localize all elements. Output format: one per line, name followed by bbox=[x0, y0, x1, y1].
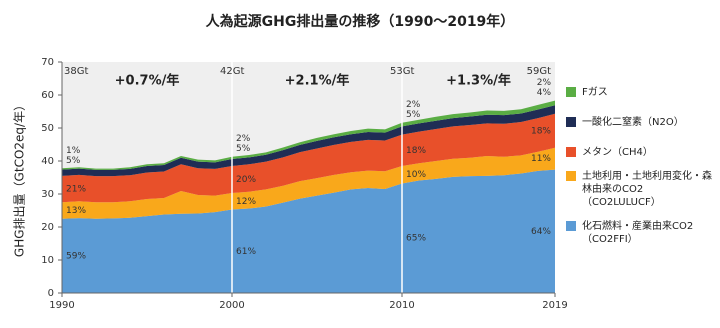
share-label: 2% bbox=[537, 78, 552, 88]
share-label: 18% bbox=[531, 126, 551, 136]
total-label: 42Gt bbox=[220, 66, 244, 77]
x-tick-label: 2010 bbox=[389, 300, 414, 311]
share-label: 1% bbox=[66, 146, 81, 156]
share-label: 12% bbox=[236, 197, 256, 207]
y-tick-label: 0 bbox=[48, 288, 54, 299]
chart-title: 人為起源GHG排出量の推移（1990〜2019年） bbox=[206, 13, 515, 30]
share-label: 21% bbox=[66, 185, 86, 195]
area bbox=[62, 147, 555, 219]
legend-label: Fガス bbox=[582, 87, 608, 98]
legend-label: 一酸化二窒素（N2O） bbox=[582, 117, 684, 128]
share-label: 2% bbox=[236, 134, 251, 144]
x-tick-label: 2019 bbox=[542, 300, 567, 311]
y-tick-label: 40 bbox=[41, 156, 54, 167]
share-label: 10% bbox=[406, 170, 426, 180]
area bbox=[62, 169, 555, 293]
share-label: 11% bbox=[531, 154, 551, 164]
legend-item: 化石燃料・産業由来CO2（CO2FFI） bbox=[566, 220, 716, 246]
x-tick-label: 2000 bbox=[219, 300, 244, 311]
y-tick-label: 20 bbox=[41, 222, 54, 233]
growth-label: +0.7%/年 bbox=[115, 73, 180, 89]
y-tick-label: 10 bbox=[41, 255, 54, 266]
share-label: 5% bbox=[236, 144, 251, 154]
share-label: 4% bbox=[537, 88, 552, 98]
y-axis-label: GHG排出量（GtCO2eq/年） bbox=[13, 99, 27, 257]
x-tick-label: 1990 bbox=[49, 300, 74, 311]
legend-item: メタン（CH4） bbox=[566, 146, 716, 159]
legend-label: 化石燃料・産業由来CO2（CO2FFI） bbox=[582, 221, 694, 245]
growth-label: +1.3%/年 bbox=[446, 73, 511, 89]
y-tick-label: 50 bbox=[41, 123, 54, 134]
legend-item: 一酸化二窒素（N2O） bbox=[566, 116, 716, 129]
area bbox=[62, 105, 555, 177]
total-label: 38Gt bbox=[64, 66, 88, 77]
share-label: 61% bbox=[236, 247, 256, 257]
legend-label: メタン（CH4） bbox=[582, 147, 653, 158]
share-label: 59% bbox=[66, 251, 86, 261]
legend-swatch bbox=[566, 221, 576, 231]
share-label: 64% bbox=[531, 227, 551, 237]
total-label: 59Gt bbox=[527, 66, 551, 77]
y-tick-label: 60 bbox=[41, 90, 54, 101]
share-label: 2% bbox=[406, 100, 421, 110]
legend-label: 土地利用・土地利用変化・森林由来のCO2（CO2LULUCF） bbox=[582, 171, 712, 208]
legend-item: Fガス bbox=[566, 86, 716, 99]
legend-swatch bbox=[566, 87, 576, 97]
share-label: 65% bbox=[406, 234, 426, 244]
y-tick-label: 70 bbox=[41, 57, 54, 68]
area bbox=[62, 100, 555, 170]
total-label: 53Gt bbox=[390, 66, 414, 77]
share-label: 5% bbox=[406, 110, 421, 120]
share-label: 20% bbox=[236, 175, 256, 185]
share-label: 13% bbox=[66, 206, 86, 216]
legend-swatch bbox=[566, 147, 576, 157]
share-label: 5% bbox=[66, 156, 81, 166]
y-tick-label: 30 bbox=[41, 189, 54, 200]
legend-swatch bbox=[566, 171, 576, 181]
legend-swatch bbox=[566, 117, 576, 127]
growth-label: +2.1%/年 bbox=[285, 73, 350, 89]
area bbox=[62, 113, 555, 203]
share-label: 18% bbox=[406, 146, 426, 156]
legend-item: 土地利用・土地利用変化・森林由来のCO2（CO2LULUCF） bbox=[566, 170, 716, 209]
